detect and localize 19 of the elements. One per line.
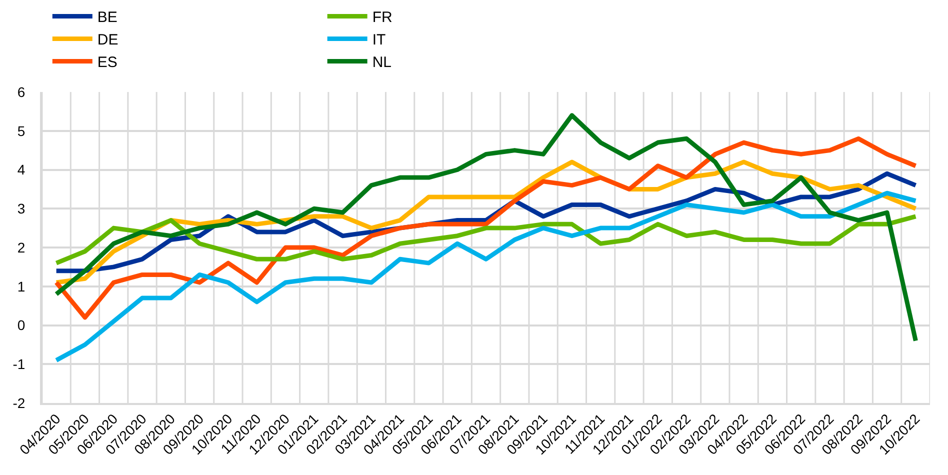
line-series — [54, 136, 918, 320]
legend-label: DE — [97, 32, 118, 49]
line-series — [54, 113, 918, 344]
line-series — [54, 214, 918, 266]
legend-label: NL — [372, 54, 392, 72]
y-tick-label: 0 — [17, 317, 26, 334]
y-tick-label: 5 — [17, 122, 26, 139]
legend-label: IT — [372, 32, 386, 49]
y-tick-label: -2 — [12, 394, 26, 411]
line-series — [54, 190, 918, 362]
legend-label: BE — [97, 9, 118, 26]
legend-label: FR — [372, 9, 392, 26]
y-tick-label: 3 — [17, 200, 26, 217]
y-tick-label: 1 — [17, 278, 26, 294]
y-tick-label: 6 — [17, 84, 26, 100]
y-tick-label: 2 — [17, 239, 26, 256]
legend-label: ES — [97, 54, 118, 72]
y-tick-label: -1 — [12, 356, 26, 372]
y-tick-label: 4 — [17, 162, 26, 178]
